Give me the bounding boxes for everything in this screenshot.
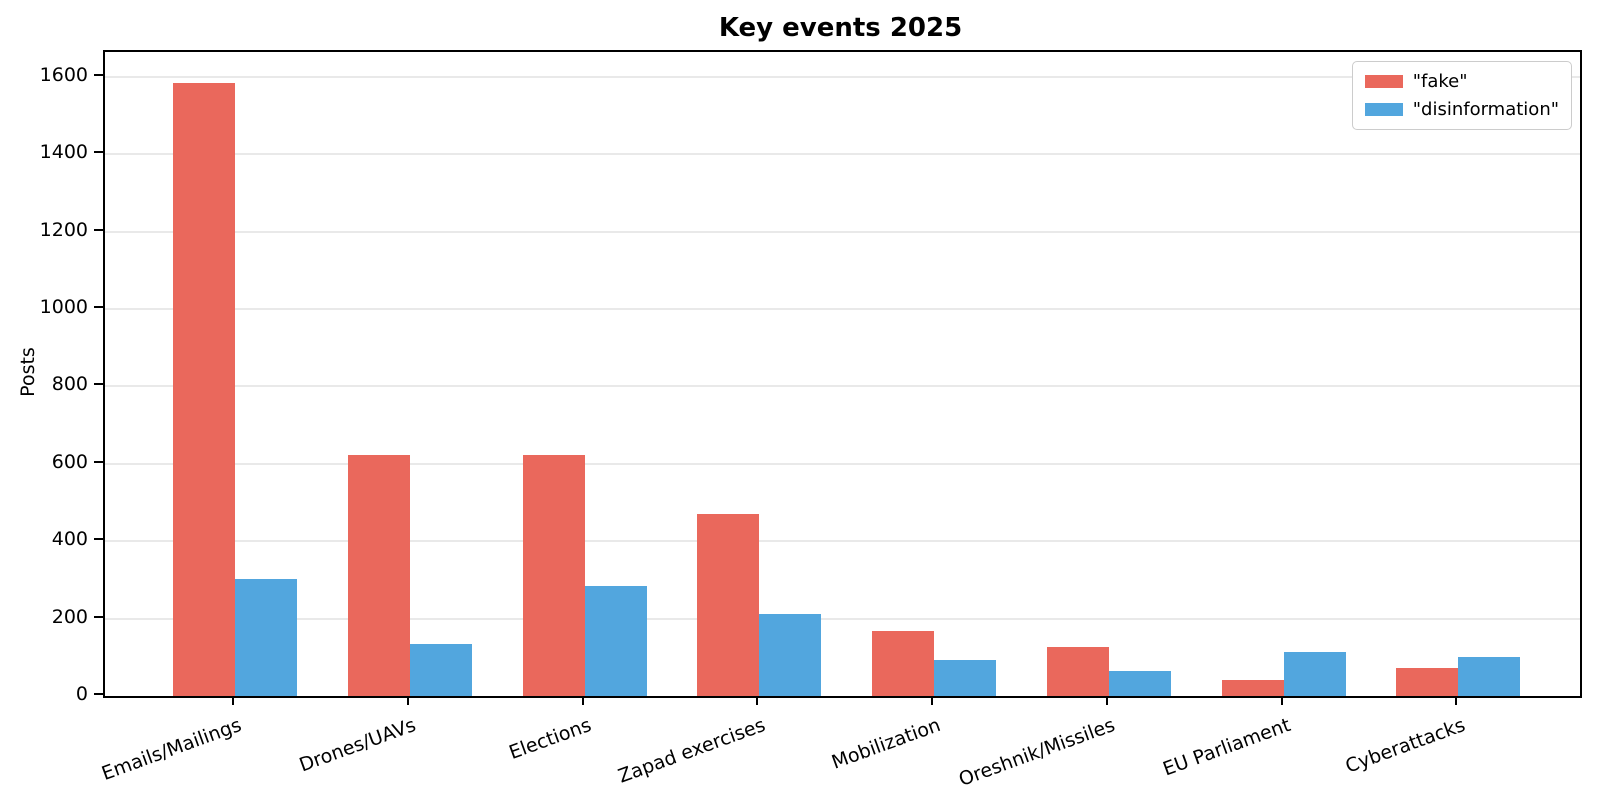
- bar-disinformation-elections: [584, 585, 647, 696]
- y-tick-mark: [94, 151, 103, 154]
- bar-disinformation-eu-parliament: [1283, 651, 1346, 696]
- bar-fake-cyberattacks: [1396, 668, 1459, 696]
- gridline: [105, 462, 1580, 465]
- x-tick-label-eu-parliament: EU Parliament: [1159, 714, 1294, 781]
- bar-fake-zapad-exercises: [697, 513, 760, 696]
- x-tick-mark: [581, 696, 584, 705]
- x-tick-label-cyberattacks: Cyberattacks: [1342, 714, 1468, 778]
- bar-fake-oreshnik-missiles: [1046, 646, 1109, 696]
- x-tick-mark: [1105, 696, 1108, 705]
- x-tick-label-elections: Elections: [505, 714, 595, 764]
- bar-fake-emails-mailings: [173, 82, 235, 696]
- bar-fake-drones-uavs: [347, 454, 410, 696]
- legend-swatch-disinformation: [1364, 103, 1403, 116]
- y-tick-mark: [94, 460, 103, 463]
- gridline: [105, 75, 1580, 78]
- y-tick-label: 1000: [39, 295, 88, 318]
- legend-item-disinformation: "disinformation": [1364, 99, 1559, 120]
- legend: "fake" "disinformation": [1351, 61, 1572, 130]
- bar-disinformation-cyberattacks: [1458, 657, 1521, 696]
- legend-item-fake: "fake": [1364, 71, 1559, 92]
- y-tick-label: 800: [51, 373, 88, 396]
- y-tick-label: 200: [51, 605, 88, 628]
- bar-disinformation-mobilization: [934, 660, 996, 696]
- plot-area: "fake" "disinformation": [103, 50, 1582, 698]
- gridline: [105, 153, 1580, 156]
- bar-disinformation-emails-mailings: [235, 578, 297, 696]
- bar-disinformation-drones-uavs: [409, 643, 472, 696]
- x-tick-mark: [756, 696, 759, 705]
- y-tick-mark: [94, 73, 103, 76]
- gridline: [105, 385, 1580, 388]
- x-tick-mark: [1455, 696, 1458, 705]
- y-tick-label: 1400: [39, 141, 88, 164]
- y-tick-label: 0: [75, 683, 88, 705]
- gridline: [105, 540, 1580, 543]
- legend-label-fake: "fake": [1412, 71, 1468, 92]
- legend-label-disinformation: "disinformation": [1412, 99, 1559, 120]
- y-tick-label: 1200: [39, 218, 88, 241]
- y-tick-label: 400: [51, 528, 88, 551]
- y-tick-label: 600: [51, 450, 88, 473]
- y-tick-mark: [94, 228, 103, 231]
- x-tick-label-oreshnik-missiles: Oreshnik/Missiles: [956, 714, 1119, 791]
- y-tick-mark: [94, 305, 103, 308]
- bar-disinformation-zapad-exercises: [759, 614, 822, 696]
- gridline: [105, 617, 1580, 620]
- bar-fake-elections: [522, 454, 585, 696]
- bar-fake-mobilization: [872, 630, 934, 696]
- gridline: [105, 307, 1580, 310]
- x-tick-label-zapad-exercises: Zapad exercises: [615, 714, 769, 788]
- gridline: [105, 230, 1580, 233]
- x-tick-label-mobilization: Mobilization: [828, 714, 944, 774]
- x-tick-mark: [931, 696, 933, 705]
- y-tick-mark: [94, 693, 103, 695]
- y-tick-mark: [94, 538, 103, 541]
- y-tick-label: 1600: [39, 63, 88, 86]
- x-tick-mark: [232, 696, 234, 705]
- chart-title: Key events 2025: [718, 13, 963, 43]
- y-tick-mark: [94, 615, 103, 618]
- x-tick-mark: [1280, 696, 1283, 705]
- y-tick-mark: [94, 383, 103, 386]
- bar-disinformation-oreshnik-missiles: [1108, 670, 1171, 696]
- x-tick-label-drones-uavs: Drones/UAVs: [296, 714, 420, 777]
- x-tick-mark: [406, 696, 409, 705]
- bar-fake-eu-parliament: [1221, 680, 1284, 696]
- legend-swatch-fake: [1364, 75, 1403, 88]
- x-tick-label-emails-mailings: Emails/Mailings: [98, 714, 245, 785]
